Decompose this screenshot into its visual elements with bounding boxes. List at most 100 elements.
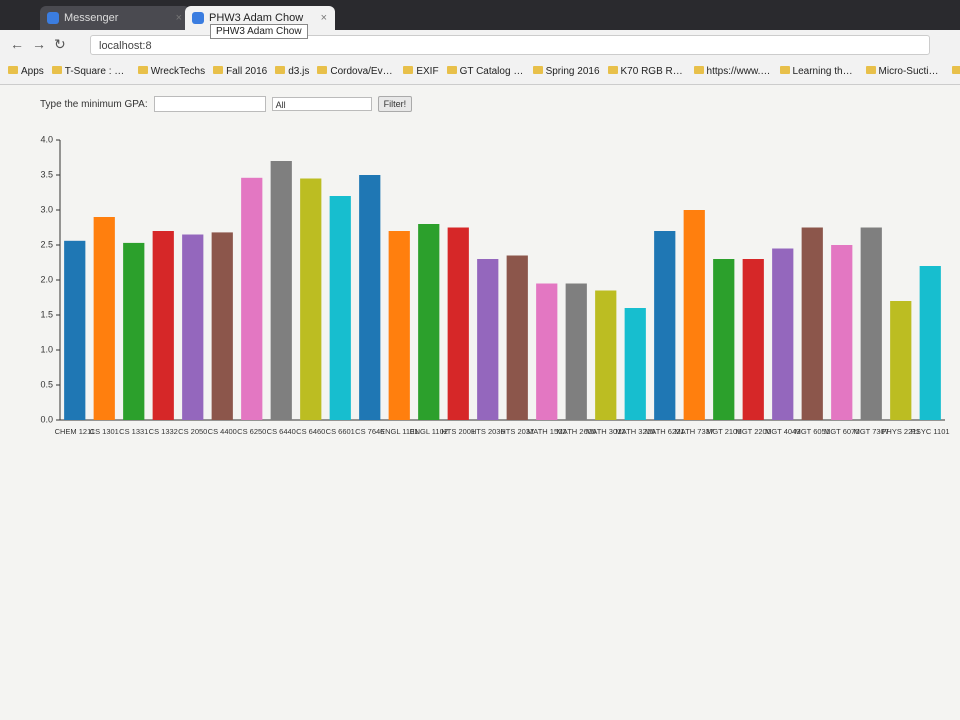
tab-icon: [192, 12, 204, 24]
x-tick-label: PSYC 1101: [911, 427, 950, 436]
tab[interactable]: Messenger ×: [40, 6, 190, 30]
tab-bar: Messenger × PHW3 Adam Chow ×: [0, 0, 960, 30]
bookmark[interactable]: d3.js: [275, 60, 309, 84]
forward-button[interactable]: →: [32, 36, 46, 52]
x-tick-label: MATH 6221: [645, 427, 684, 436]
bar: [536, 283, 558, 420]
bar: [772, 248, 794, 420]
x-tick-label: MATH 1502: [527, 427, 566, 436]
x-tick-label: MGT 6070: [824, 427, 859, 436]
bar: [624, 308, 646, 420]
x-tick-label: ENGL 1101: [380, 427, 418, 436]
bookmark[interactable]: Apps: [8, 60, 44, 84]
back-button[interactable]: ←: [10, 36, 24, 52]
x-tick-label: MGT 4043: [765, 427, 800, 436]
x-tick-label: PHYS 2211: [881, 427, 920, 436]
bookmark[interactable]: EXIF: [403, 60, 438, 84]
bookmark[interactable]: Fall 2016: [213, 60, 267, 84]
bar: [93, 217, 115, 420]
gpa-input[interactable]: [153, 96, 266, 112]
bookmark[interactable]: WreckTechs: [138, 60, 205, 84]
x-tick-label: MATH 3215: [616, 427, 655, 436]
bar: [831, 245, 853, 420]
bar: [860, 227, 882, 420]
bar: [388, 231, 410, 420]
bookmarks-bar: Apps T-Square : My W WreckTechs Fall 2016 d3…: [0, 60, 960, 85]
bar: [241, 177, 263, 420]
bookmark[interactable]: Spring 2016: [533, 60, 600, 84]
bookmark[interactable]: Micro-Suction Ta: [866, 60, 944, 84]
y-tick-label: 0.0: [40, 414, 53, 424]
x-tick-label: MATH 3012: [586, 427, 625, 436]
x-tick-label: CS 4400: [208, 427, 237, 436]
x-tick-label: MATH 2605: [557, 427, 596, 436]
bookmark[interactable]: GT Catalog : CO: [447, 60, 525, 84]
address-bar[interactable]: localhost:8: [90, 35, 930, 55]
tab-title: Messenger: [64, 12, 119, 24]
bar: [64, 240, 86, 420]
y-tick-label: 3.5: [40, 169, 53, 179]
x-tick-label: CS 6250: [237, 427, 266, 436]
tab-close[interactable]: ×: [175, 12, 182, 24]
x-tick-label: MGT 7307: [854, 427, 889, 436]
bar: [713, 259, 735, 420]
prompt: Type the minimum GPA:: [40, 98, 148, 110]
reload-button[interactable]: ↻: [54, 36, 66, 52]
y-tick-label: 2.5: [40, 239, 53, 249]
x-tick-label: CS 6440: [267, 427, 296, 436]
x-tick-label: HTS 2036: [471, 427, 505, 436]
bar: [565, 283, 587, 420]
bar: [329, 196, 351, 420]
y-tick-label: 4.0: [40, 134, 53, 144]
tab-title: PHW3 Adam Chow: [209, 12, 304, 24]
bar: [683, 210, 705, 420]
bookmark[interactable]: HP ENVY Deskto: [952, 60, 960, 84]
bar: [300, 178, 322, 420]
bar: [801, 227, 823, 420]
url: localhost:8: [99, 40, 152, 52]
bar: [359, 175, 381, 420]
x-tick-label: ENGL 1102: [410, 427, 448, 436]
bar: [211, 232, 233, 420]
bar: [477, 259, 499, 420]
tooltip: PHW3 Adam Chow: [210, 24, 308, 39]
x-tick-label: CS 7646: [355, 427, 384, 436]
x-tick-label: CS 6460: [296, 427, 325, 436]
x-tick-label: CS 1331: [119, 427, 148, 436]
bar: [919, 266, 941, 420]
x-tick-label: MGT 2200: [736, 427, 771, 436]
x-tick-label: HTS 2037: [500, 427, 534, 436]
x-tick-label: HTS 2001: [441, 427, 475, 436]
x-tick-label: CS 6601: [326, 427, 355, 436]
bookmark[interactable]: T-Square : My W: [52, 60, 130, 84]
bar: [742, 259, 764, 420]
tab-close[interactable]: ×: [320, 12, 327, 24]
filter-form: Type the minimum GPA: All Filter!: [40, 96, 413, 112]
select[interactable]: All: [271, 97, 372, 111]
bar: [506, 255, 528, 420]
bar: [182, 234, 204, 420]
x-tick-label: CS 1332: [149, 427, 178, 436]
bookmark[interactable]: K70 RGB Rainbo: [608, 60, 686, 84]
bar: [447, 227, 469, 420]
bar: [418, 224, 440, 420]
x-tick-label: CHEM 1211: [55, 427, 95, 436]
x-tick-label: MGT 6051: [795, 427, 830, 436]
bar: [123, 242, 145, 420]
bookmark[interactable]: Learning the lo: [780, 60, 858, 84]
y-tick-label: 0.5: [40, 379, 53, 389]
toolbar: ← → ↻ localhost:8: [0, 30, 960, 61]
bar: [595, 290, 617, 420]
x-tick-label: MATH 7337: [675, 427, 714, 436]
bar: [270, 161, 292, 420]
tab-icon: [47, 12, 59, 24]
bar: [152, 231, 174, 420]
filter-button[interactable]: Filter!: [377, 96, 413, 112]
x-tick-label: MGT 2106: [706, 427, 741, 436]
y-tick-label: 1.5: [40, 309, 53, 319]
bookmark[interactable]: Cordova/Evothi: [317, 60, 395, 84]
bar: [654, 231, 676, 420]
bookmark[interactable]: https://www.na: [694, 60, 772, 84]
